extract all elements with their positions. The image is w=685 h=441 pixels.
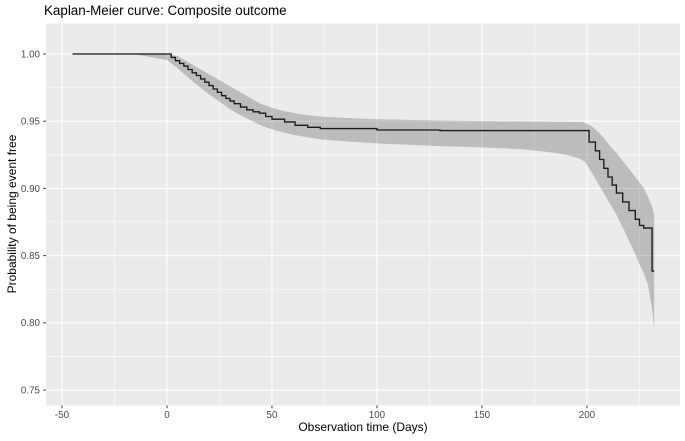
y-axis-title: Probability of being event free bbox=[5, 134, 19, 294]
chart-title: Kaplan-Meier curve: Composite outcome bbox=[44, 3, 287, 18]
x-tick-label: -50 bbox=[55, 410, 70, 421]
x-tick-label: 50 bbox=[267, 410, 278, 421]
y-tick-label: 0.75 bbox=[21, 385, 41, 396]
confidence-band bbox=[72, 54, 655, 330]
y-tick-label: 1.00 bbox=[21, 49, 41, 60]
km-curve bbox=[72, 53, 655, 272]
y-tick-label: 0.85 bbox=[21, 251, 41, 262]
x-tick-label: 150 bbox=[474, 410, 491, 421]
x-tick-label: 200 bbox=[579, 410, 596, 421]
x-axis-title: Observation time (Days) bbox=[298, 420, 428, 434]
x-tick-label: 0 bbox=[164, 410, 170, 421]
y-tick-label: 0.95 bbox=[21, 117, 41, 128]
y-tick-label: 0.80 bbox=[21, 318, 41, 329]
x-tick-label: 100 bbox=[369, 410, 386, 421]
y-tick-label: 0.90 bbox=[21, 184, 41, 195]
panel-background bbox=[46, 23, 680, 406]
